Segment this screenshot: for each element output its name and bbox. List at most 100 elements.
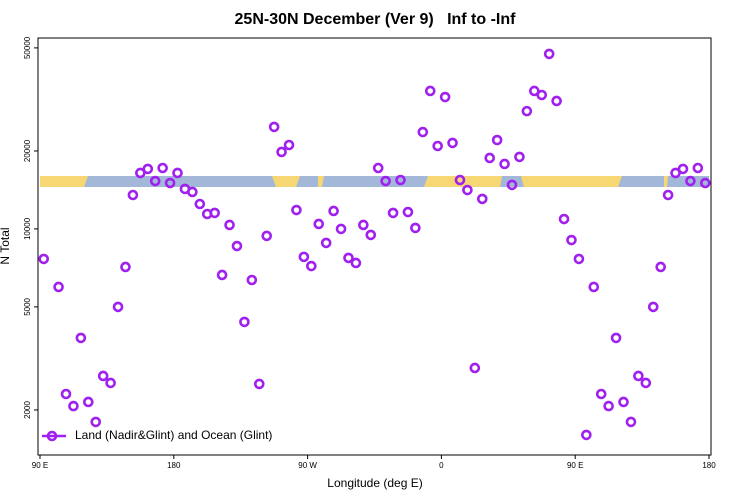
point — [276, 146, 287, 158]
point — [387, 207, 399, 219]
point — [298, 251, 310, 263]
point — [283, 139, 295, 151]
point — [120, 261, 131, 273]
point — [499, 158, 510, 170]
point — [588, 281, 600, 293]
point — [328, 205, 339, 217]
point — [172, 167, 183, 179]
point — [595, 388, 607, 400]
point — [313, 218, 325, 230]
y-tick-label: 10000 — [23, 217, 32, 240]
point — [105, 377, 116, 389]
point — [83, 396, 94, 408]
point — [447, 137, 458, 149]
point — [476, 193, 488, 205]
point — [647, 301, 659, 313]
point — [491, 134, 503, 146]
point — [112, 301, 124, 313]
point — [97, 370, 109, 382]
point — [625, 416, 637, 428]
point — [291, 204, 302, 216]
point — [655, 261, 666, 273]
point — [506, 179, 518, 191]
point — [231, 240, 243, 252]
y-tick-label: 2000 — [23, 401, 32, 419]
point — [603, 400, 614, 412]
plot-frame — [37, 37, 712, 456]
point — [402, 206, 414, 218]
land-band — [318, 176, 324, 187]
point — [246, 274, 258, 286]
x-tick-label: 180 — [702, 461, 716, 470]
point — [417, 126, 429, 138]
point — [529, 85, 540, 97]
point — [439, 91, 451, 103]
point — [692, 162, 704, 174]
point — [187, 186, 198, 198]
chart-title: 25N-30N December (Ver 9) Inf to -Inf — [235, 11, 517, 28]
point — [462, 184, 473, 196]
point — [662, 189, 674, 201]
legend-marker — [46, 430, 58, 442]
point — [320, 237, 332, 249]
point — [424, 85, 436, 97]
point — [75, 332, 87, 344]
point — [149, 175, 161, 187]
point — [372, 162, 384, 174]
point — [365, 229, 377, 241]
point — [38, 253, 50, 265]
point — [127, 189, 139, 201]
point — [677, 163, 689, 175]
point — [157, 162, 168, 174]
ocean-band — [40, 176, 709, 187]
point — [239, 316, 250, 328]
point — [618, 396, 629, 408]
point — [335, 223, 347, 235]
point — [640, 377, 652, 389]
point — [573, 253, 585, 265]
point — [306, 260, 317, 272]
x-axis-title: Longitude (deg E) — [327, 476, 422, 490]
x-tick-label: 180 — [167, 461, 181, 470]
point — [209, 207, 220, 219]
point — [380, 175, 391, 187]
x-tick-label: 90 W — [298, 461, 317, 470]
y-tick-label: 20000 — [23, 139, 32, 162]
point — [395, 174, 406, 186]
point — [164, 177, 176, 189]
point — [253, 378, 265, 390]
point — [60, 388, 72, 400]
point — [90, 416, 102, 428]
point — [410, 222, 421, 234]
x-tick-label: 90 E — [567, 461, 583, 470]
point — [53, 281, 64, 293]
y-tick-label: 50000 — [23, 36, 32, 59]
point — [432, 140, 443, 152]
point — [261, 230, 273, 242]
point — [216, 269, 228, 281]
point — [610, 332, 622, 344]
point — [521, 105, 533, 117]
legend-label: Land (Nadir&Glint) and Ocean (Glint) — [75, 428, 272, 442]
point — [558, 213, 570, 225]
point — [469, 362, 481, 374]
point — [350, 257, 362, 269]
point — [633, 370, 644, 382]
point — [581, 429, 592, 441]
y-tick-label: 5000 — [23, 297, 32, 315]
point — [536, 89, 548, 101]
point — [358, 219, 369, 231]
point — [268, 121, 280, 133]
land-band — [521, 176, 622, 187]
point — [68, 400, 79, 412]
point — [142, 163, 154, 175]
point — [194, 198, 206, 210]
point — [514, 151, 525, 163]
land-band — [272, 176, 300, 187]
y-axis-title: N Total — [0, 227, 12, 264]
point — [343, 252, 354, 264]
point — [484, 152, 496, 164]
point — [566, 234, 577, 246]
point — [551, 95, 562, 107]
